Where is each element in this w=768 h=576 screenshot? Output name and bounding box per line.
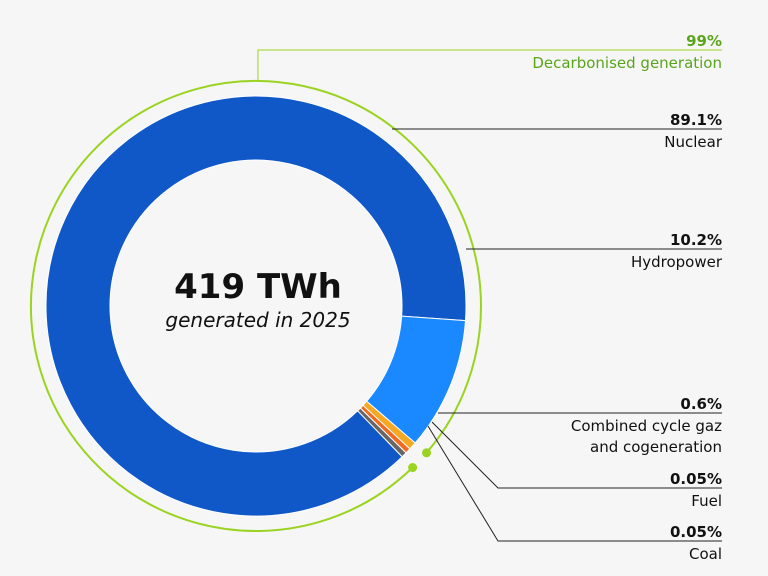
value-combined-cycle-gaz-and-cogeneration: 0.6%: [680, 395, 722, 413]
decarbonised-ring: [30, 80, 482, 532]
group-leader: [257, 49, 722, 82]
center-total: 419 TWh: [174, 267, 342, 307]
leader-coal: [427, 425, 722, 542]
ring-end-dot: [408, 463, 418, 473]
leader-lines: [30, 49, 722, 542]
slice-coal: [356, 407, 407, 458]
slice-labels: 99% Decarbonised generation 89.1% Nuclear 10…: [532, 32, 723, 563]
value-fuel: 0.05%: [670, 470, 722, 488]
donut-slices: [45, 95, 467, 517]
value-hydropower: 10.2%: [670, 231, 722, 249]
value-coal: 0.05%: [670, 523, 722, 541]
leader-fuel: [431, 421, 722, 489]
label-nuclear: Nuclear: [664, 133, 723, 151]
label-fuel: Fuel: [691, 492, 722, 510]
value-nuclear: 89.1%: [670, 111, 722, 129]
slice-nuclear: [45, 95, 467, 517]
label-combined-cycle-gaz-and-cogeneration: Combined cycle gaz: [571, 417, 722, 435]
ring-end-dot: [422, 448, 432, 458]
group-label: Decarbonised generation: [532, 54, 722, 72]
label-hydropower: Hydropower: [631, 253, 723, 271]
group-value: 99%: [686, 32, 722, 50]
center-caption: generated in 2025: [165, 308, 350, 332]
label-combined-cycle-gaz-and-cogeneration: and cogeneration: [590, 438, 722, 456]
label-coal: Coal: [689, 545, 722, 563]
